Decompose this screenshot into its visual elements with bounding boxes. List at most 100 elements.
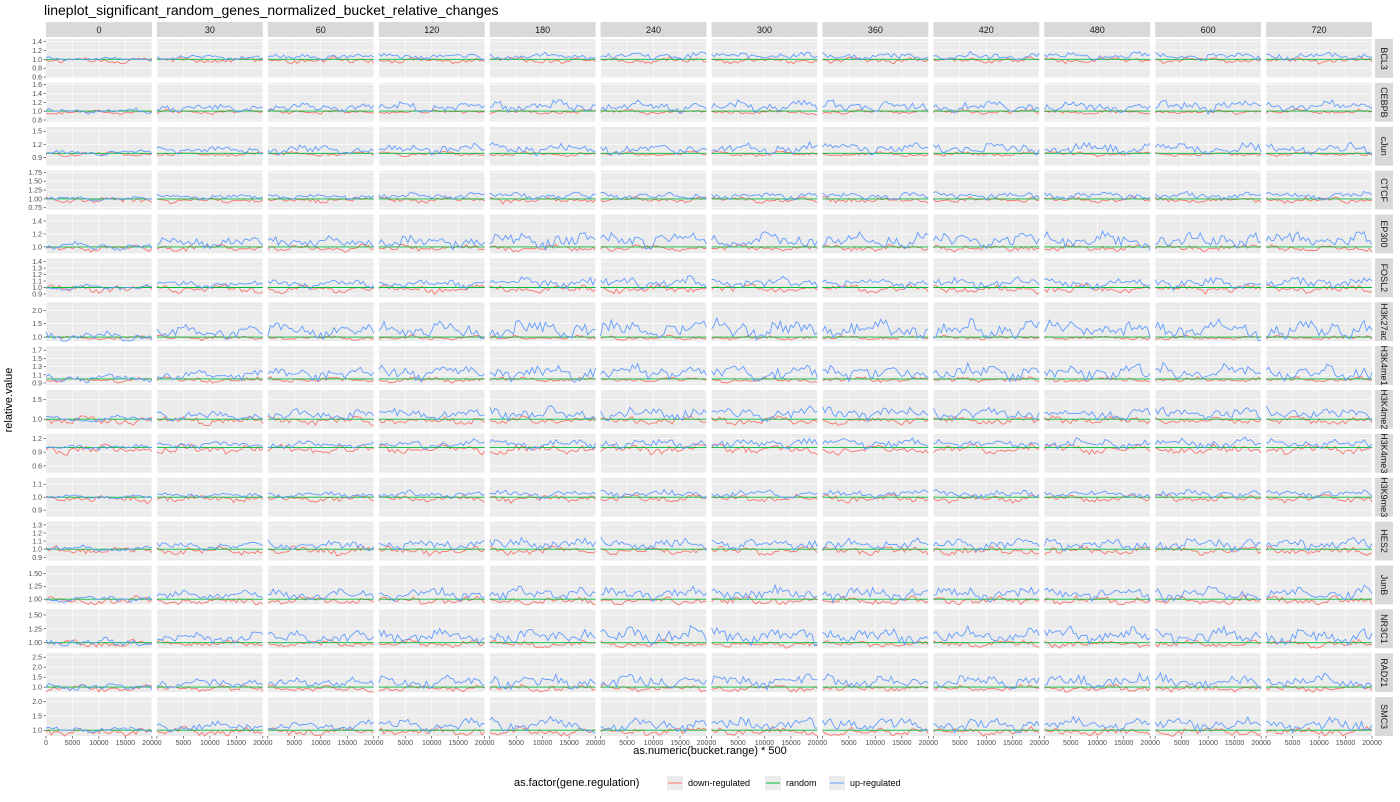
facet-panel — [378, 214, 486, 254]
x-tick-label: 5000 — [65, 740, 81, 747]
facet-panel — [378, 609, 486, 649]
legend: as.factor(gene.regulation) down-regulate… — [514, 776, 901, 790]
x-axis-ticks: 0 5000 10000 15000 20000 5000 10000 15000 20000 5… — [44, 736, 1382, 747]
facet-panel — [1043, 170, 1151, 210]
column-strip-label: 30 — [205, 25, 215, 35]
y-tick-label: 1.75 — [28, 170, 42, 177]
series-line-down-regulated — [711, 443, 818, 456]
series-line-down-regulated — [378, 150, 485, 158]
facet-panel — [1265, 565, 1373, 605]
facet-panel — [378, 521, 485, 561]
facet-panel — [489, 302, 596, 342]
row-strip — [1375, 258, 1393, 298]
series-line-down-regulated — [45, 727, 153, 737]
y-tick-label: 1.0 — [32, 728, 42, 735]
series-line-down-regulated — [822, 640, 929, 648]
series-line-up-regulated — [267, 193, 375, 201]
series-line-up-regulated — [156, 103, 263, 113]
series-line-up-regulated — [933, 586, 1040, 603]
x-tick-label: 20000 — [1030, 740, 1050, 747]
series-line-up-regulated — [1265, 230, 1373, 246]
y-tick-label: 1.3 — [32, 266, 42, 273]
series-line-down-regulated — [822, 196, 929, 204]
series-line-up-regulated — [45, 683, 153, 692]
series-line-up-regulated — [711, 489, 818, 500]
series-line-up-regulated — [489, 232, 596, 251]
series-line-up-regulated — [600, 362, 707, 381]
series-line-up-regulated — [600, 585, 707, 603]
row-strip — [1375, 653, 1393, 693]
column-strip — [1155, 22, 1262, 37]
facet-panel — [267, 258, 375, 298]
series-line-down-regulated — [1154, 493, 1262, 503]
series-line-up-regulated — [933, 624, 1040, 642]
facet-panel — [1265, 521, 1373, 561]
series-line-up-regulated — [1154, 715, 1262, 733]
series-line-up-regulated — [1265, 672, 1373, 690]
facet-panel — [156, 697, 264, 737]
facet-panel — [45, 214, 153, 254]
series-line-up-regulated — [156, 492, 263, 498]
y-tick-label: 1.0 — [32, 285, 42, 292]
column-strip-label: 420 — [979, 25, 994, 35]
series-line-up-regulated — [600, 51, 707, 61]
series-line-up-regulated — [711, 437, 818, 450]
series-line-up-regulated — [1154, 317, 1262, 342]
x-tick-label: 10000 — [422, 740, 442, 747]
series-line-up-regulated — [489, 319, 596, 340]
row-strip-label: BCL3 — [1379, 47, 1389, 70]
y-tick-label: 1.0 — [32, 335, 42, 342]
facet-panel — [932, 126, 1040, 166]
facet-panel — [933, 170, 1040, 210]
x-tick-label: 15000 — [338, 740, 358, 747]
y-tick-label: 0.9 — [32, 380, 42, 387]
series-line-down-regulated — [267, 109, 374, 115]
row-strip — [1375, 214, 1393, 254]
series-line-up-regulated — [1265, 536, 1373, 552]
chart-title: lineplot_significant_random_genes_normal… — [44, 2, 499, 18]
facet-panel — [45, 477, 153, 517]
series-line-up-regulated — [378, 191, 485, 200]
series-line-up-regulated — [156, 323, 263, 340]
series-line-down-regulated — [267, 335, 374, 341]
facet-panel — [711, 82, 818, 122]
series-line-up-regulated — [1044, 715, 1151, 732]
y-tick-label: 1.1 — [32, 372, 42, 379]
series-line-up-regulated — [600, 717, 707, 734]
series-line-up-regulated — [378, 364, 485, 384]
series-line-up-regulated — [600, 191, 707, 201]
series-line-down-regulated — [156, 443, 264, 455]
facet-panel — [932, 82, 1040, 122]
facet-panel — [1154, 258, 1262, 298]
series-line-up-regulated — [45, 636, 153, 647]
y-tick-label: 1.6 — [32, 82, 42, 89]
x-tick-label: 5000 — [508, 740, 524, 747]
facet-panel — [156, 302, 264, 342]
series-line-down-regulated — [711, 641, 818, 649]
facet-panel — [156, 390, 264, 429]
series-line-up-regulated — [1044, 587, 1151, 603]
row-strip-label: RAD21 — [1379, 658, 1389, 687]
series-line-up-regulated — [1154, 276, 1262, 292]
facet-panel — [822, 214, 929, 254]
x-tick-label: 10000 — [200, 740, 220, 747]
facet-panel — [1043, 697, 1151, 736]
series-line-up-regulated — [1154, 671, 1262, 690]
y-axis-title: relative.value — [3, 368, 15, 433]
y-tick-label: 0.9 — [32, 508, 42, 515]
x-tick-label: 15000 — [559, 740, 579, 747]
y-tick-label: 1.50 — [28, 612, 42, 619]
series-line-up-regulated — [378, 52, 485, 61]
series-line-up-regulated — [1154, 585, 1262, 602]
x-tick-label: 10000 — [1087, 740, 1107, 747]
series-line-down-regulated — [45, 196, 153, 204]
facet-panel — [600, 477, 707, 517]
x-tick-label: 15000 — [1225, 740, 1245, 747]
facet-panel — [1265, 477, 1373, 517]
series-line-up-regulated — [1044, 278, 1151, 290]
series-line-down-regulated — [267, 684, 374, 693]
facet-panel — [1043, 521, 1151, 561]
series-line-up-regulated — [267, 629, 375, 644]
series-line-down-regulated — [1265, 595, 1373, 605]
series-line-down-regulated — [932, 108, 1040, 115]
